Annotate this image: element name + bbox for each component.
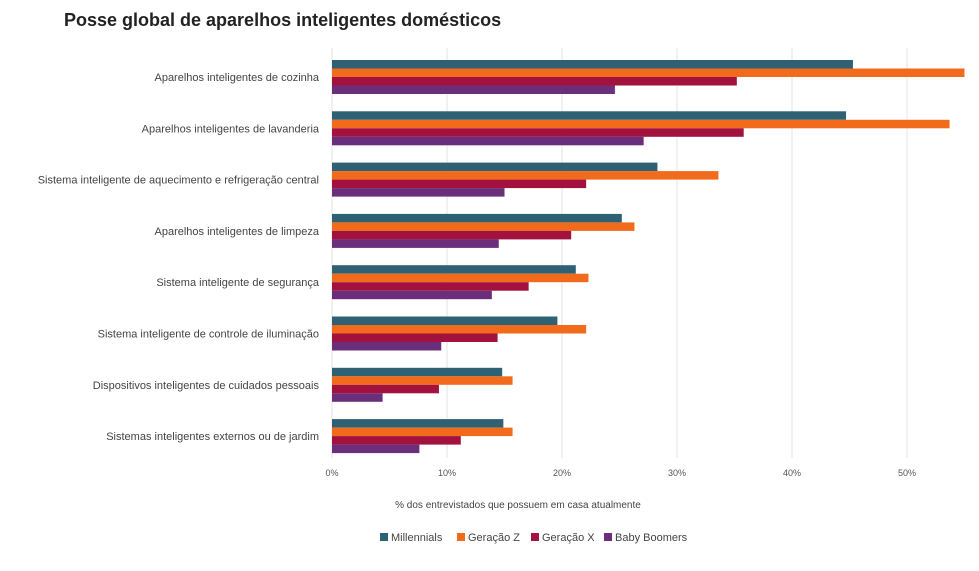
- bar: [332, 171, 719, 180]
- bar: [332, 85, 615, 94]
- bar: [332, 230, 572, 240]
- legend-swatch: [531, 533, 539, 541]
- bar: [332, 290, 492, 300]
- bar: [332, 419, 504, 428]
- bar: [332, 333, 498, 342]
- bar: [332, 393, 383, 402]
- legend: Millennials Geração Z Geração X Baby Boomer…: [380, 532, 688, 544]
- category-label: Aparelhos inteligentes de limpeza: [155, 226, 320, 238]
- tick-label: 10%: [438, 468, 456, 478]
- bar: [332, 325, 587, 334]
- category-label: Sistemas inteligentes externos ou de jar…: [106, 431, 319, 443]
- tick-label: 50%: [898, 468, 916, 478]
- legend-label: Baby Boomers: [615, 532, 688, 544]
- bar: [332, 222, 635, 231]
- bar: [332, 77, 737, 86]
- category-label: Sistema inteligente de aquecimento e ref…: [38, 175, 319, 187]
- tick-label: 40%: [783, 468, 801, 478]
- category-label: Aparelhos inteligentes de cozinha: [154, 72, 319, 84]
- bar: [332, 239, 499, 248]
- bar: [332, 188, 505, 197]
- tick-label: 20%: [553, 468, 571, 478]
- legend-label: Geração X: [542, 532, 595, 544]
- x-axis-ticks: 0% 10% 20% 30% 40% 50%: [325, 468, 916, 478]
- bar: [332, 111, 847, 120]
- legend-swatch: [457, 533, 465, 541]
- bar: [332, 436, 461, 445]
- category-label: Dispositivos inteligentes de cuidados pe…: [93, 380, 320, 392]
- bar: [332, 68, 965, 77]
- category-label: Sistema inteligente de controle de ilumi…: [98, 329, 319, 341]
- bars: [332, 60, 965, 454]
- bar: [332, 162, 658, 172]
- chart-title: Posse global de aparelhos inteligentes d…: [64, 10, 502, 30]
- bar: [332, 444, 420, 454]
- gridlines: [331, 48, 908, 458]
- bar: [332, 136, 644, 146]
- legend-label: Geração Z: [468, 532, 520, 544]
- x-axis-title: % dos entrevistados que possuem em casa …: [395, 500, 641, 511]
- legend-label: Millennials: [391, 532, 443, 544]
- bar: [332, 367, 503, 377]
- bar: [332, 316, 558, 325]
- bar: [332, 179, 587, 189]
- bar: [332, 282, 529, 291]
- bar: [332, 273, 589, 283]
- bar: [332, 265, 576, 274]
- bar: [332, 384, 439, 394]
- bar: [332, 376, 513, 385]
- bar: [332, 119, 950, 129]
- bar: [332, 342, 442, 351]
- tick-label: 0%: [325, 468, 338, 478]
- category-label: Aparelhos inteligentes de lavanderia: [142, 123, 320, 135]
- bar: [332, 427, 513, 437]
- legend-swatch: [604, 533, 612, 541]
- tick-label: 30%: [668, 468, 686, 478]
- bar: [332, 128, 744, 137]
- bar: [332, 213, 622, 223]
- category-label: Sistema inteligente de segurança: [156, 277, 320, 289]
- category-labels: Aparelhos inteligentes de cozinha Aparelh…: [38, 72, 320, 443]
- bar: [332, 60, 853, 69]
- legend-swatch: [380, 533, 388, 541]
